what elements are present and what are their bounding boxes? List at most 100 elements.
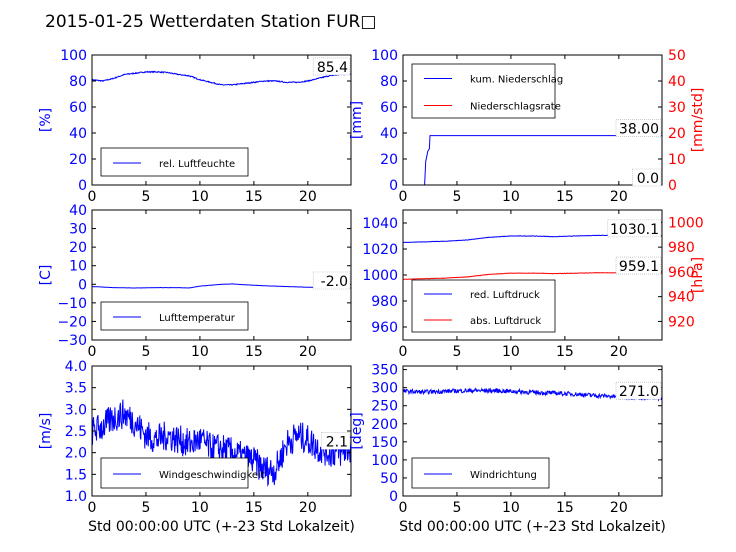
figure-title: 2015-01-25 Wetterdaten Station FUR□ [45, 12, 376, 32]
y-axis-label: [mm] [349, 101, 365, 139]
series-line-temperature-0 [92, 283, 351, 289]
y2-tick-label: 50 [668, 48, 686, 64]
plot-frame [402, 54, 663, 186]
x-tick-label: 15 [245, 500, 263, 516]
x-tick-label: 10 [191, 500, 209, 516]
last-value-label-box [321, 432, 351, 450]
legend-label: abs. Luftdruck [470, 316, 541, 327]
x-tick-label: 5 [452, 344, 461, 360]
legend-label: Lufttemperatur [159, 313, 236, 324]
x-tick-label: 20 [610, 500, 628, 516]
y-tick-label: −10 [57, 296, 87, 312]
y-tick-label: 0 [389, 178, 398, 194]
y-tick-label: 4.0 [65, 359, 87, 375]
x-tick-label: 10 [502, 500, 520, 516]
x-tick-label: 10 [191, 344, 209, 360]
panel-pressure: 0 5 10 15 20 960 980 1000 1020 1040 920 940 960 980 10… [362, 209, 706, 360]
y2-tick-label: 940 [668, 290, 695, 306]
x-tick-label: 15 [556, 500, 574, 516]
legend-label: Windgeschwindigkeit [159, 470, 265, 481]
last-value-label: 1030.1 [610, 222, 659, 238]
y-tick-label: −30 [57, 333, 87, 349]
y-tick-label: 250 [371, 399, 398, 415]
x-tick-label: 10 [502, 189, 520, 205]
legend-box [100, 301, 249, 331]
y-tick-label: 1020 [362, 242, 398, 258]
last-value-label-2: 0.0 [637, 171, 659, 187]
y2-axis-label: [mm/std] [690, 88, 706, 153]
last-value-label-box [615, 381, 662, 400]
legend-label: Windrichtung [470, 470, 537, 481]
panel-windspeed: 0 5 10 15 20 1.0 1.5 2.0 2.5 3.0 3.5 4.0 [m/s] Std 00… [38, 359, 355, 535]
x-tick-label: 15 [245, 344, 263, 360]
y-tick-label: 1000 [362, 268, 398, 284]
x-tick-label: 20 [610, 189, 628, 205]
y-tick-label: 60 [380, 100, 398, 116]
y2-tick-label: 30 [668, 100, 686, 116]
y-tick-label: 2.0 [65, 446, 87, 462]
x-tick-label: 0 [88, 189, 97, 205]
y-tick-label: 0 [389, 489, 398, 505]
last-value-label-2-box [632, 168, 662, 187]
last-value-label: -2.0 [321, 274, 348, 290]
y2-axis-label: [hPa] [690, 257, 706, 293]
y-tick-label: 80 [69, 74, 87, 90]
last-value-label: 85.4 [317, 60, 348, 76]
legend-box [411, 63, 556, 119]
y-tick-label: 980 [371, 294, 398, 310]
y-tick-label: 100 [371, 453, 398, 469]
last-value-label-2: 959.1 [619, 259, 659, 275]
y-tick-label: 100 [60, 48, 87, 64]
legend-box [411, 457, 550, 489]
legend-box [100, 457, 249, 489]
x-axis-label: Std 00:00:00 UTC (+-23 Std Lokalzeit) [88, 519, 355, 535]
x-tick-label: 20 [299, 344, 317, 360]
y2-tick-label: 1000 [668, 215, 704, 231]
plot-frame [91, 54, 352, 186]
y-tick-label: 20 [69, 240, 87, 256]
y-tick-label: 960 [371, 320, 398, 336]
x-tick-label: 0 [88, 344, 97, 360]
y-tick-label: −20 [57, 314, 87, 330]
series-line-precip-0 [403, 135, 662, 185]
legend-label: rel. Luftfeuchte [159, 159, 235, 170]
y-tick-label: 0 [78, 277, 87, 293]
y-tick-label: 3.0 [65, 402, 87, 418]
y2-tick-label: 980 [668, 240, 695, 256]
y-tick-label: 50 [380, 471, 398, 487]
plot-frame [402, 365, 663, 497]
panel-precip: 0 5 10 15 20 0 20 40 60 80 100 0 10 20 30 40 50 [mm/std] [… [349, 48, 706, 205]
y-tick-label: 100 [371, 48, 398, 64]
y-tick-label: 150 [371, 435, 398, 451]
x-tick-label: 0 [399, 500, 408, 516]
last-value-label: 2.1 [326, 434, 348, 450]
last-value-label-2-box [615, 256, 662, 275]
x-tick-label: 5 [141, 500, 150, 516]
x-tick-label: 5 [141, 344, 150, 360]
x-tick-label: 20 [299, 189, 317, 205]
y-tick-label: 20 [380, 152, 398, 168]
x-tick-label: 15 [245, 189, 263, 205]
y2-tick-label: 960 [668, 265, 695, 281]
y-axis-label: [%] [38, 108, 54, 132]
x-tick-label: 0 [88, 500, 97, 516]
legend-label: kum. Niederschlag [470, 75, 563, 86]
series-line-windspeed-0 [92, 399, 351, 487]
x-axis-label: Std 00:00:00 UTC (+-23 Std Lokalzeit) [399, 519, 666, 535]
y-axis-label: [deg] [349, 412, 365, 449]
x-tick-label: 5 [452, 189, 461, 205]
x-tick-label: 5 [452, 500, 461, 516]
last-value-label-box [607, 219, 662, 238]
y-tick-label: 40 [69, 126, 87, 142]
x-tick-label: 15 [556, 189, 574, 205]
x-tick-label: 0 [399, 189, 408, 205]
y-tick-label: 60 [69, 100, 87, 116]
y2-tick-label: 920 [668, 314, 695, 330]
y-tick-label: 10 [69, 259, 87, 275]
x-tick-label: 0 [399, 344, 408, 360]
y2-tick-label: 0 [668, 178, 677, 194]
legend-label: Niederschlagsrate [470, 102, 561, 113]
x-tick-label: 20 [610, 344, 628, 360]
y-tick-label: 0 [78, 178, 87, 194]
